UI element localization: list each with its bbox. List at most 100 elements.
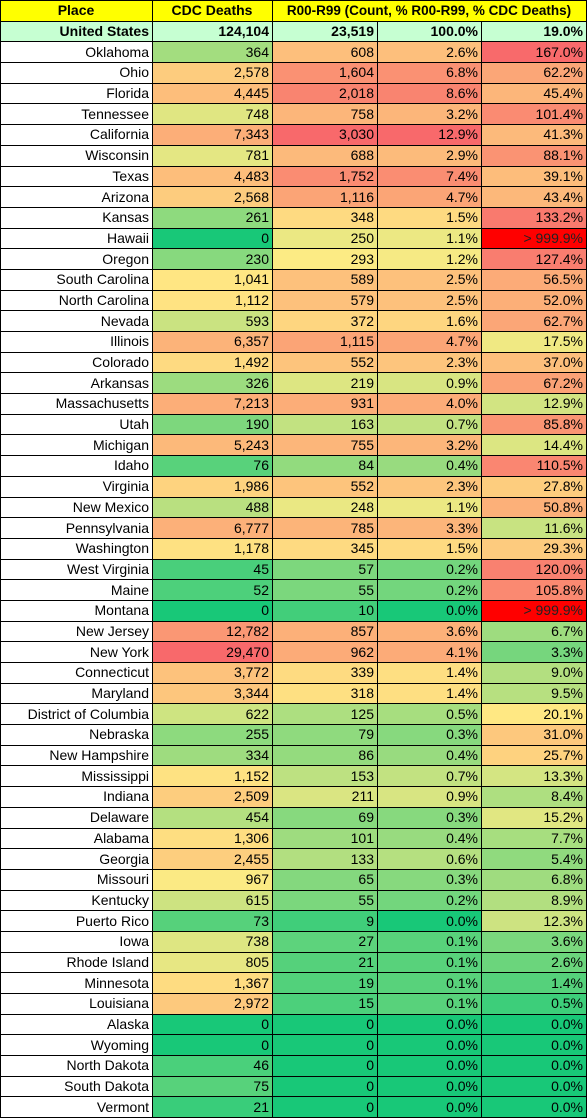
cdc-deaths-cell: 334: [152, 744, 273, 767]
cdc-deaths-cell: 1,306: [152, 827, 273, 850]
place-cell: Tennessee: [0, 103, 153, 126]
pct-r-cell: 3.3%: [377, 517, 482, 539]
pct-r-cell: 6.8%: [377, 62, 482, 84]
pct-cdc-cell: 12.3%: [480, 910, 587, 932]
r-count-cell: 318: [272, 682, 378, 705]
table-row: New Jersey 12,782 857 3.6% 6.7%: [0, 620, 587, 643]
pct-r-cell: 1.1%: [377, 227, 482, 250]
r-count-cell: 345: [272, 537, 378, 560]
table-row: Colorado 1,492 552 2.3% 37.0%: [0, 351, 587, 374]
place-cell: Arkansas: [0, 372, 153, 395]
cdc-deaths-cell: 488: [152, 496, 273, 519]
pct-cdc-cell: 6.7%: [480, 620, 587, 643]
place-cell: South Dakota: [0, 1075, 153, 1098]
table-row: Alaska 0 0 0.0% 0.0%: [0, 1013, 587, 1036]
place-cell: Alaska: [0, 1013, 153, 1036]
cdc-deaths-cell: 1,178: [152, 537, 273, 560]
pct-cdc-cell: 29.3%: [480, 537, 587, 560]
r-count-cell: 552: [272, 351, 378, 374]
place-cell: Mississippi: [0, 765, 153, 788]
table-row: South Dakota 75 0 0.0% 0.0%: [0, 1075, 587, 1098]
table-row: Arkansas 326 219 0.9% 67.2%: [0, 372, 587, 395]
total-pct-r: 100.0%: [377, 20, 482, 43]
place-cell: Florida: [0, 82, 153, 105]
place-cell: Washington: [0, 537, 153, 560]
place-cell: Ohio: [0, 62, 153, 84]
pct-r-cell: 2.3%: [377, 351, 482, 374]
r-count-cell: 86: [272, 744, 378, 767]
pct-r-cell: 2.5%: [377, 289, 482, 312]
r-count-cell: 0: [272, 1075, 378, 1098]
table-row: Pennsylvania 6,777 785 3.3% 11.6%: [0, 517, 587, 539]
cdc-deaths-cell: 255: [152, 724, 273, 746]
r-count-cell: 0: [272, 1096, 378, 1118]
place-cell: Missouri: [0, 868, 153, 891]
place-cell: South Carolina: [0, 268, 153, 291]
r-count-cell: 248: [272, 496, 378, 519]
pct-r-cell: 0.1%: [377, 951, 482, 974]
cdc-deaths-cell: 75: [152, 1075, 273, 1098]
table-row: Illinois 6,357 1,115 4.7% 17.5%: [0, 331, 587, 353]
pct-cdc-cell: 85.8%: [480, 413, 587, 436]
r-count-cell: 65: [272, 868, 378, 891]
cdc-deaths-cell: 76: [152, 455, 273, 477]
place-cell: Minnesota: [0, 972, 153, 994]
table-row: Iowa 738 27 0.1% 3.6%: [0, 930, 587, 953]
cdc-deaths-cell: 2,568: [152, 186, 273, 208]
cdc-deaths-cell: 2,972: [152, 993, 273, 1015]
pct-cdc-cell: 15.2%: [480, 806, 587, 829]
cdc-deaths-cell: 3,772: [152, 662, 273, 684]
pct-r-cell: 3.2%: [377, 434, 482, 457]
place-cell: Utah: [0, 413, 153, 436]
r-count-cell: 19: [272, 972, 378, 994]
pct-cdc-cell: 120.0%: [480, 558, 587, 581]
r-count-cell: 755: [272, 434, 378, 457]
pct-cdc-cell: 50.8%: [480, 496, 587, 519]
cdc-deaths-cell: 326: [152, 372, 273, 395]
pct-cdc-cell: 127.4%: [480, 248, 587, 270]
table-row: Arizona 2,568 1,116 4.7% 43.4%: [0, 186, 587, 208]
pct-cdc-cell: 25.7%: [480, 744, 587, 767]
table-row: Massachusetts 7,213 931 4.0% 12.9%: [0, 393, 587, 415]
table-row: Indiana 2,509 211 0.9% 8.4%: [0, 786, 587, 808]
cdc-deaths-cell: 1,986: [152, 475, 273, 498]
r-count-cell: 55: [272, 579, 378, 601]
pct-cdc-cell: 31.0%: [480, 724, 587, 746]
pct-r-cell: 0.1%: [377, 972, 482, 994]
place-cell: Pennsylvania: [0, 517, 153, 539]
pct-r-cell: 0.3%: [377, 724, 482, 746]
pct-cdc-cell: 0.0%: [480, 1096, 587, 1118]
place-cell: Indiana: [0, 786, 153, 808]
cdc-deaths-cell: 615: [152, 889, 273, 912]
place-cell: Connecticut: [0, 662, 153, 684]
cdc-deaths-cell: 781: [152, 144, 273, 167]
r-count-cell: 211: [272, 786, 378, 808]
table-row: Tennessee 748 758 3.2% 101.4%: [0, 103, 587, 126]
place-cell: Oregon: [0, 248, 153, 270]
r-count-cell: 857: [272, 620, 378, 643]
pct-cdc-cell: 110.5%: [480, 455, 587, 477]
pct-r-cell: 0.0%: [377, 1034, 482, 1057]
pct-cdc-cell: 56.5%: [480, 268, 587, 291]
place-cell: Nevada: [0, 310, 153, 332]
r-count-cell: 962: [272, 641, 378, 663]
place-cell: Kentucky: [0, 889, 153, 912]
pct-r-cell: 0.2%: [377, 579, 482, 601]
cdc-deaths-cell: 967: [152, 868, 273, 891]
pct-r-cell: 0.4%: [377, 827, 482, 850]
place-cell: Texas: [0, 165, 153, 188]
pct-cdc-cell: 12.9%: [480, 393, 587, 415]
pct-cdc-cell: 3.3%: [480, 641, 587, 663]
pct-cdc-cell: 0.0%: [480, 1075, 587, 1098]
pct-cdc-cell: 2.6%: [480, 951, 587, 974]
place-cell: Wyoming: [0, 1034, 153, 1057]
pct-r-cell: 0.7%: [377, 765, 482, 788]
cdc-deaths-cell: 46: [152, 1055, 273, 1077]
cdc-deaths-cell: 0: [152, 1013, 273, 1036]
pct-cdc-cell: 20.1%: [480, 703, 587, 726]
place-cell: Massachusetts: [0, 393, 153, 415]
place-cell: Hawaii: [0, 227, 153, 250]
pct-r-cell: 2.5%: [377, 268, 482, 291]
cdc-deaths-cell: 190: [152, 413, 273, 436]
